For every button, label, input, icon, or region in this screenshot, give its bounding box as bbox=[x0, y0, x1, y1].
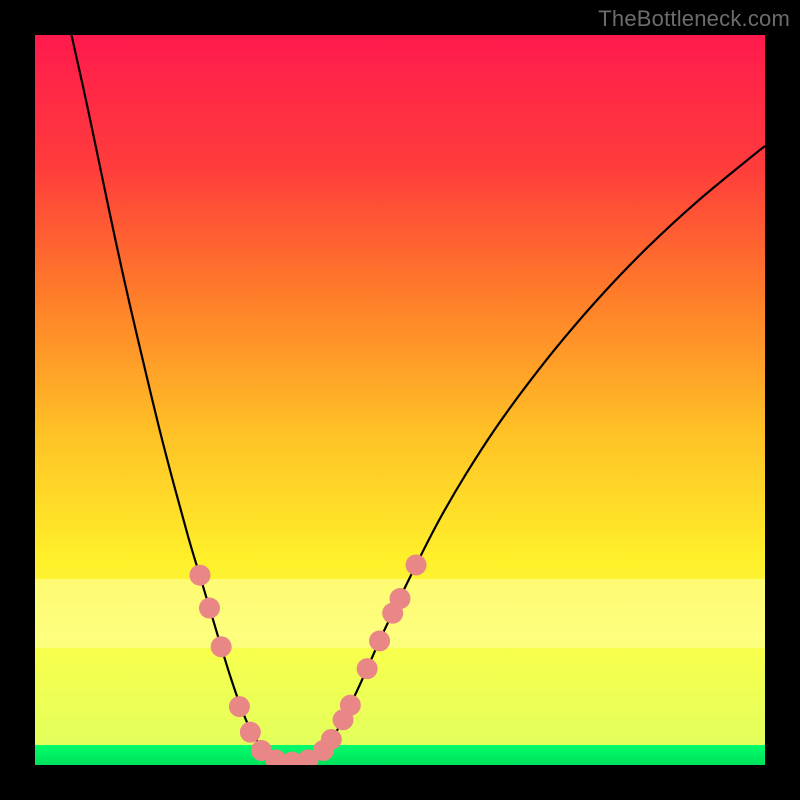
curve-marker bbox=[189, 565, 210, 586]
plot-area bbox=[35, 35, 765, 765]
curve-marker bbox=[199, 598, 220, 619]
curve-marker bbox=[357, 658, 378, 679]
curve-layer bbox=[35, 35, 765, 765]
curve-marker bbox=[390, 588, 411, 609]
figure-root: TheBottleneck.com bbox=[0, 0, 800, 800]
curve-marker bbox=[321, 729, 342, 750]
curve-marker bbox=[406, 554, 427, 575]
watermark-text: TheBottleneck.com bbox=[598, 6, 790, 32]
curve-marker bbox=[340, 695, 361, 716]
curve-marker bbox=[240, 722, 261, 743]
curve-marker bbox=[369, 630, 390, 651]
bottleneck-curve bbox=[72, 35, 766, 763]
curve-marker bbox=[229, 696, 250, 717]
curve-marker bbox=[211, 636, 232, 657]
